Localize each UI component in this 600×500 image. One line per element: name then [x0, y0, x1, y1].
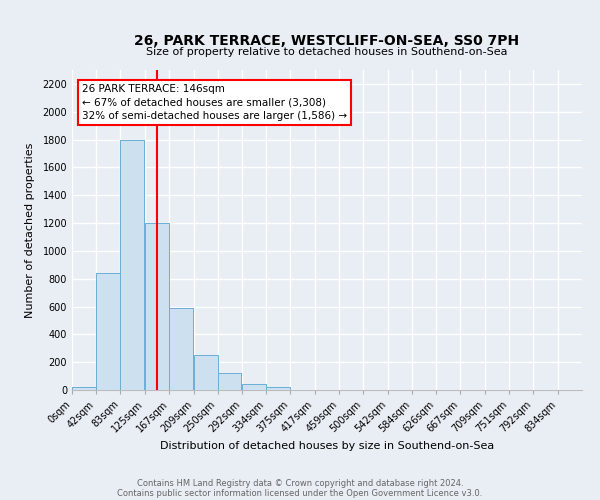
Title: 26, PARK TERRACE, WESTCLIFF-ON-SEA, SS0 7PH: 26, PARK TERRACE, WESTCLIFF-ON-SEA, SS0 …: [134, 34, 520, 48]
Bar: [194, 354, 218, 390]
Text: Contains public sector information licensed under the Open Government Licence v3: Contains public sector information licen…: [118, 488, 482, 498]
Text: Size of property relative to detached houses in Southend-on-Sea: Size of property relative to detached ho…: [146, 47, 508, 57]
Text: Contains HM Land Registry data © Crown copyright and database right 2024.: Contains HM Land Registry data © Crown c…: [137, 478, 463, 488]
Bar: [169, 308, 193, 390]
Text: 26 PARK TERRACE: 146sqm
← 67% of detached houses are smaller (3,308)
32% of semi: 26 PARK TERRACE: 146sqm ← 67% of detache…: [82, 84, 347, 121]
Bar: [145, 223, 169, 390]
Bar: [72, 386, 96, 390]
Y-axis label: Number of detached properties: Number of detached properties: [25, 142, 35, 318]
Bar: [266, 386, 290, 390]
Bar: [97, 273, 121, 390]
X-axis label: Distribution of detached houses by size in Southend-on-Sea: Distribution of detached houses by size …: [160, 441, 494, 451]
Bar: [218, 372, 241, 390]
Bar: [242, 384, 266, 390]
Bar: [121, 140, 144, 390]
